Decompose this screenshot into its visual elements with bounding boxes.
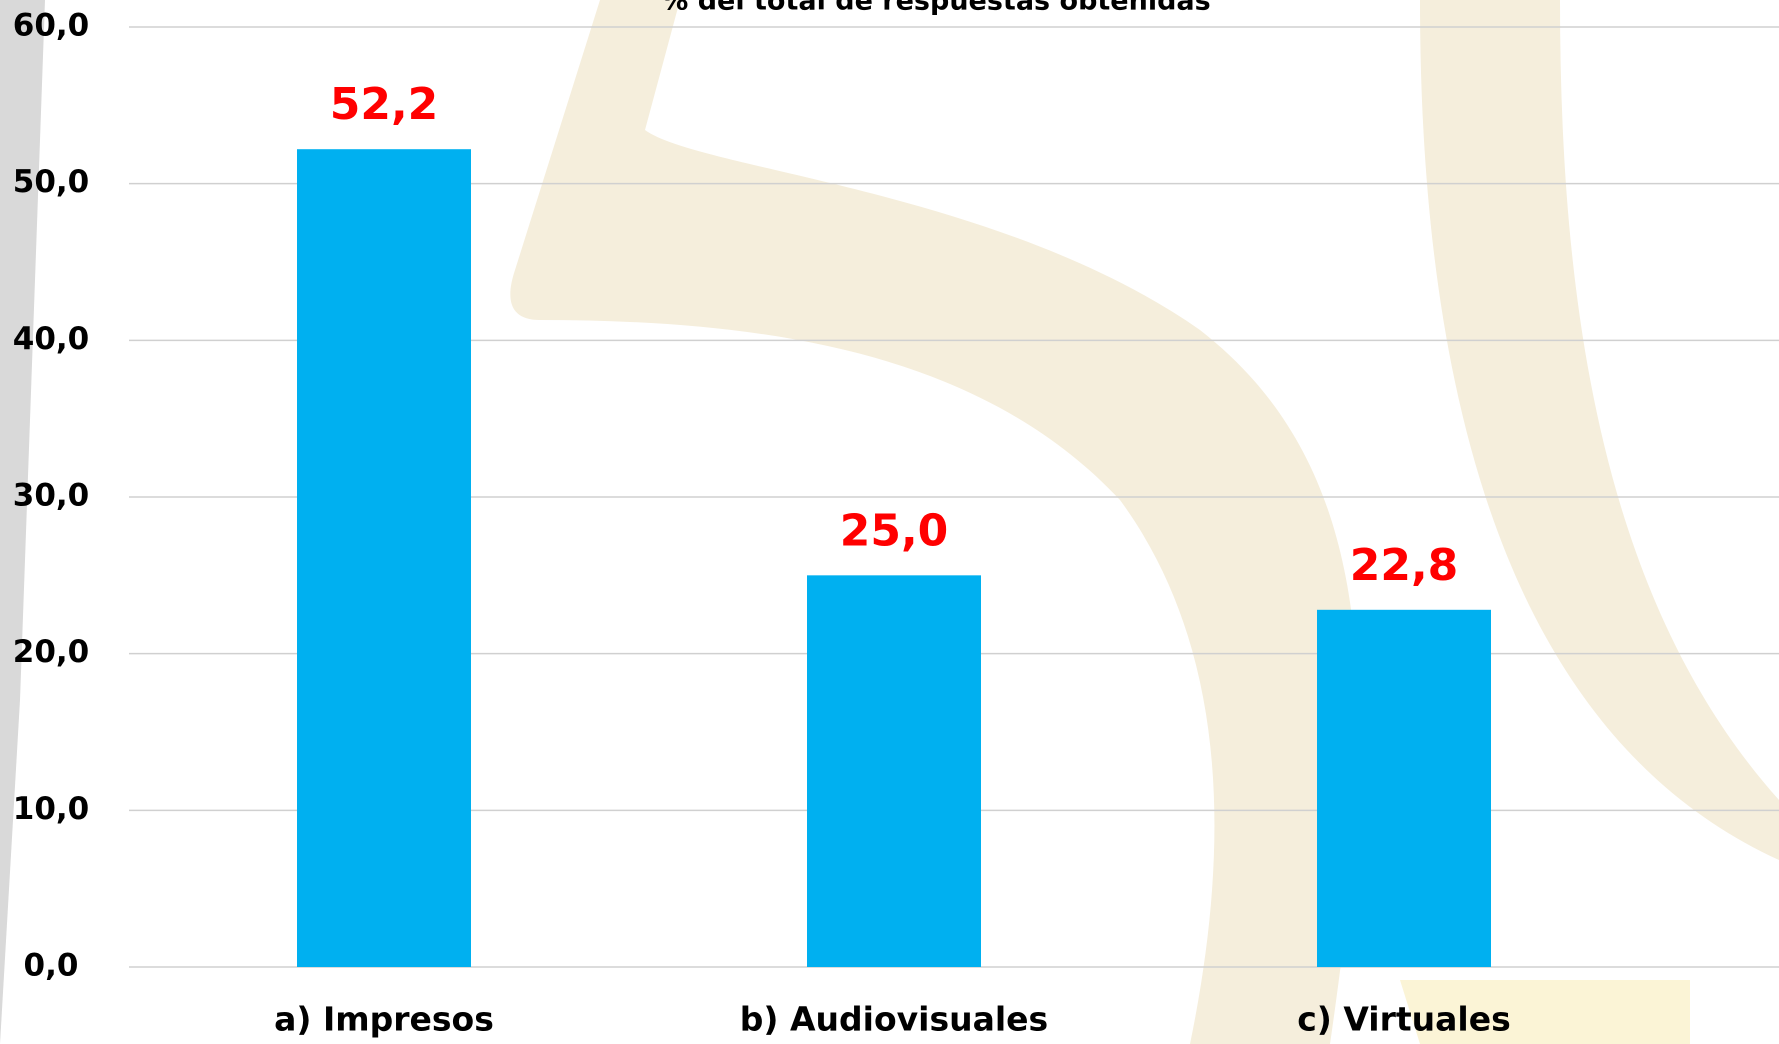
x-tick-label: a) Impresos [274,1000,494,1039]
y-tick-label: 10,0 [13,791,90,827]
bar [807,575,981,967]
bar [1317,609,1491,967]
value-label: 52,2 [330,79,439,130]
y-tick-label: 0,0 [24,948,79,984]
y-tick-label: 50,0 [13,164,90,200]
y-tick-label: 30,0 [13,478,90,514]
x-tick-label: b) Audiovisuales [740,1000,1048,1039]
bar [297,149,471,967]
value-label: 22,8 [1350,540,1459,591]
y-tick-label: 20,0 [13,634,90,670]
chart-title: % del total de respuestas obtenidas [661,0,1210,17]
y-tick-label: 60,0 [13,8,90,44]
x-tick-label: c) Virtuales [1297,1000,1511,1039]
y-tick-label: 40,0 [13,321,90,357]
value-label: 25,0 [840,505,949,556]
